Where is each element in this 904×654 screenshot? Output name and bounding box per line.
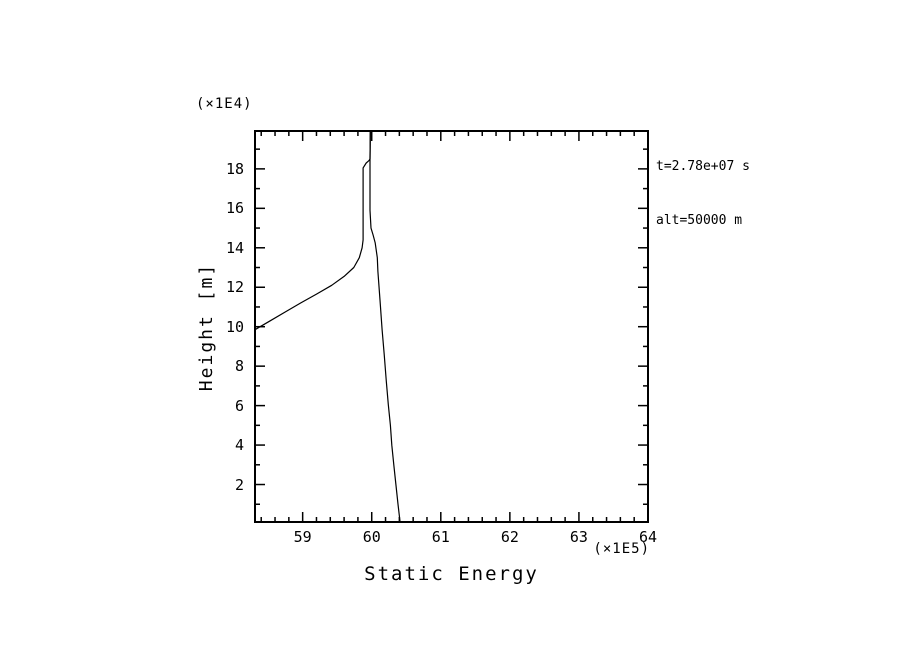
- curve-static-energy-profile: [369, 130, 401, 522]
- y-tick-label: 18: [225, 159, 244, 178]
- x-axis-multiplier-label: (×1E5): [593, 541, 650, 557]
- curves-group: [254, 130, 401, 522]
- x-tick-label: 61: [431, 528, 450, 546]
- x-tick-label: 59: [293, 528, 312, 546]
- annotation-time: t=2.78e+07 s: [656, 159, 750, 174]
- y-tick-label: 8: [234, 357, 244, 376]
- x-tick-label: 64: [638, 528, 658, 546]
- y-tick-label: 16: [225, 199, 244, 218]
- y-tick-label: 14: [225, 238, 244, 257]
- x-tick-label: 63: [569, 528, 588, 546]
- x-tick-label: 62: [500, 528, 519, 546]
- annotation-block: t=2.78e+07 s alt=50000 m: [656, 122, 750, 266]
- plot-frame: [254, 130, 649, 523]
- curve-left-branch-profile: [254, 130, 371, 331]
- y-tick-label: 2: [234, 475, 244, 494]
- y-tick-label: 10: [225, 317, 244, 336]
- y-tick-label: 6: [234, 396, 244, 415]
- y-tick-label: 12: [225, 278, 244, 297]
- annotation-altitude: alt=50000 m: [656, 213, 743, 228]
- axes-group: [254, 130, 649, 523]
- x-axis-title: Static Energy: [364, 563, 539, 585]
- y-axis-multiplier-label: (×1E4): [196, 96, 253, 112]
- x-tick-label: 60: [362, 528, 381, 546]
- y-tick-label: 4: [234, 436, 244, 455]
